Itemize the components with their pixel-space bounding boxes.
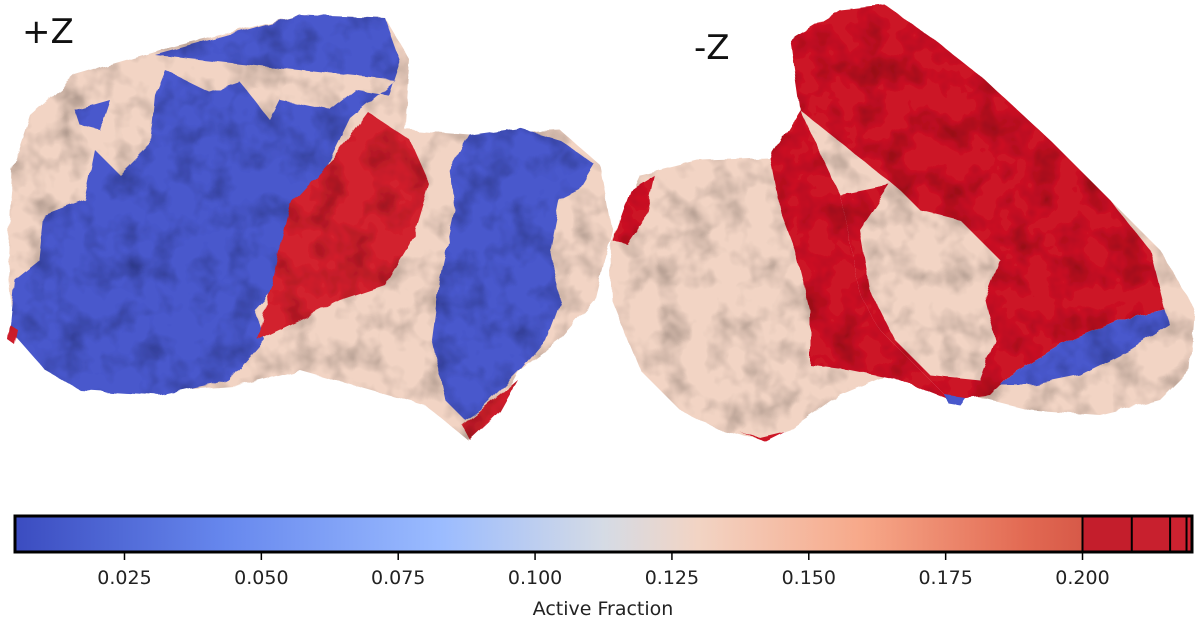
view-label-minus-z: -Z xyxy=(694,28,730,68)
minus-z-low-activity-region xyxy=(1000,310,1170,385)
colorbar-segment-dividers xyxy=(1081,516,1188,552)
minus-z-high-activity-region-small xyxy=(612,175,655,245)
minus-z-high-activity-region-side xyxy=(770,110,950,400)
minus-z-high-activity-region-base xyxy=(740,432,785,442)
minus-z-low-activity-region-tip xyxy=(945,395,965,405)
view-label-plus-z: +Z xyxy=(22,12,74,52)
plus-z-low-activity-region-large-lobe xyxy=(10,15,400,395)
colorbar: 0.025 0.050 0.075 0.100 0.125 0.150 0.175 0.200… xyxy=(13,514,1194,618)
minus-z-high-activity-region-large-lobe xyxy=(790,5,1165,400)
comet-view-plus-z xyxy=(8,15,612,440)
plus-z-low-activity-region-small-lobe xyxy=(432,128,595,420)
colorbar-tick-label: 0.025 xyxy=(97,567,151,589)
plus-z-high-activity-region-edge xyxy=(8,325,18,345)
colorbar-tick-label: 0.200 xyxy=(1055,567,1109,589)
colorbar-tick-label: 0.050 xyxy=(234,567,288,589)
colorbar-tick-label: 0.125 xyxy=(645,567,699,589)
colorbar-segment xyxy=(1170,516,1187,552)
colorbar-discrete-segments xyxy=(1082,516,1192,552)
colorbar-segment xyxy=(1082,516,1132,552)
plus-z-high-activity-region-base xyxy=(462,380,518,440)
colorbar-tick-label: 0.075 xyxy=(371,567,425,589)
colorbar-tick-label: 0.175 xyxy=(918,567,972,589)
colorbar-gradient xyxy=(15,516,1192,552)
colorbar-outline xyxy=(13,514,1194,554)
colorbar-tick-label: 0.100 xyxy=(508,567,562,589)
colorbar-segment xyxy=(1131,516,1171,552)
colorbar-ticks: 0.025 0.050 0.075 0.100 0.125 0.150 0.175 0.200 xyxy=(97,552,1110,589)
plus-z-low-activity-region-top-left xyxy=(75,100,110,130)
colorbar-segment xyxy=(1186,516,1192,552)
comet-view-minus-z xyxy=(610,5,1195,442)
colorbar-tick-label: 0.150 xyxy=(782,567,836,589)
colorbar-label: Active Fraction xyxy=(533,598,674,618)
plus-z-high-activity-region-neck xyxy=(258,112,430,340)
